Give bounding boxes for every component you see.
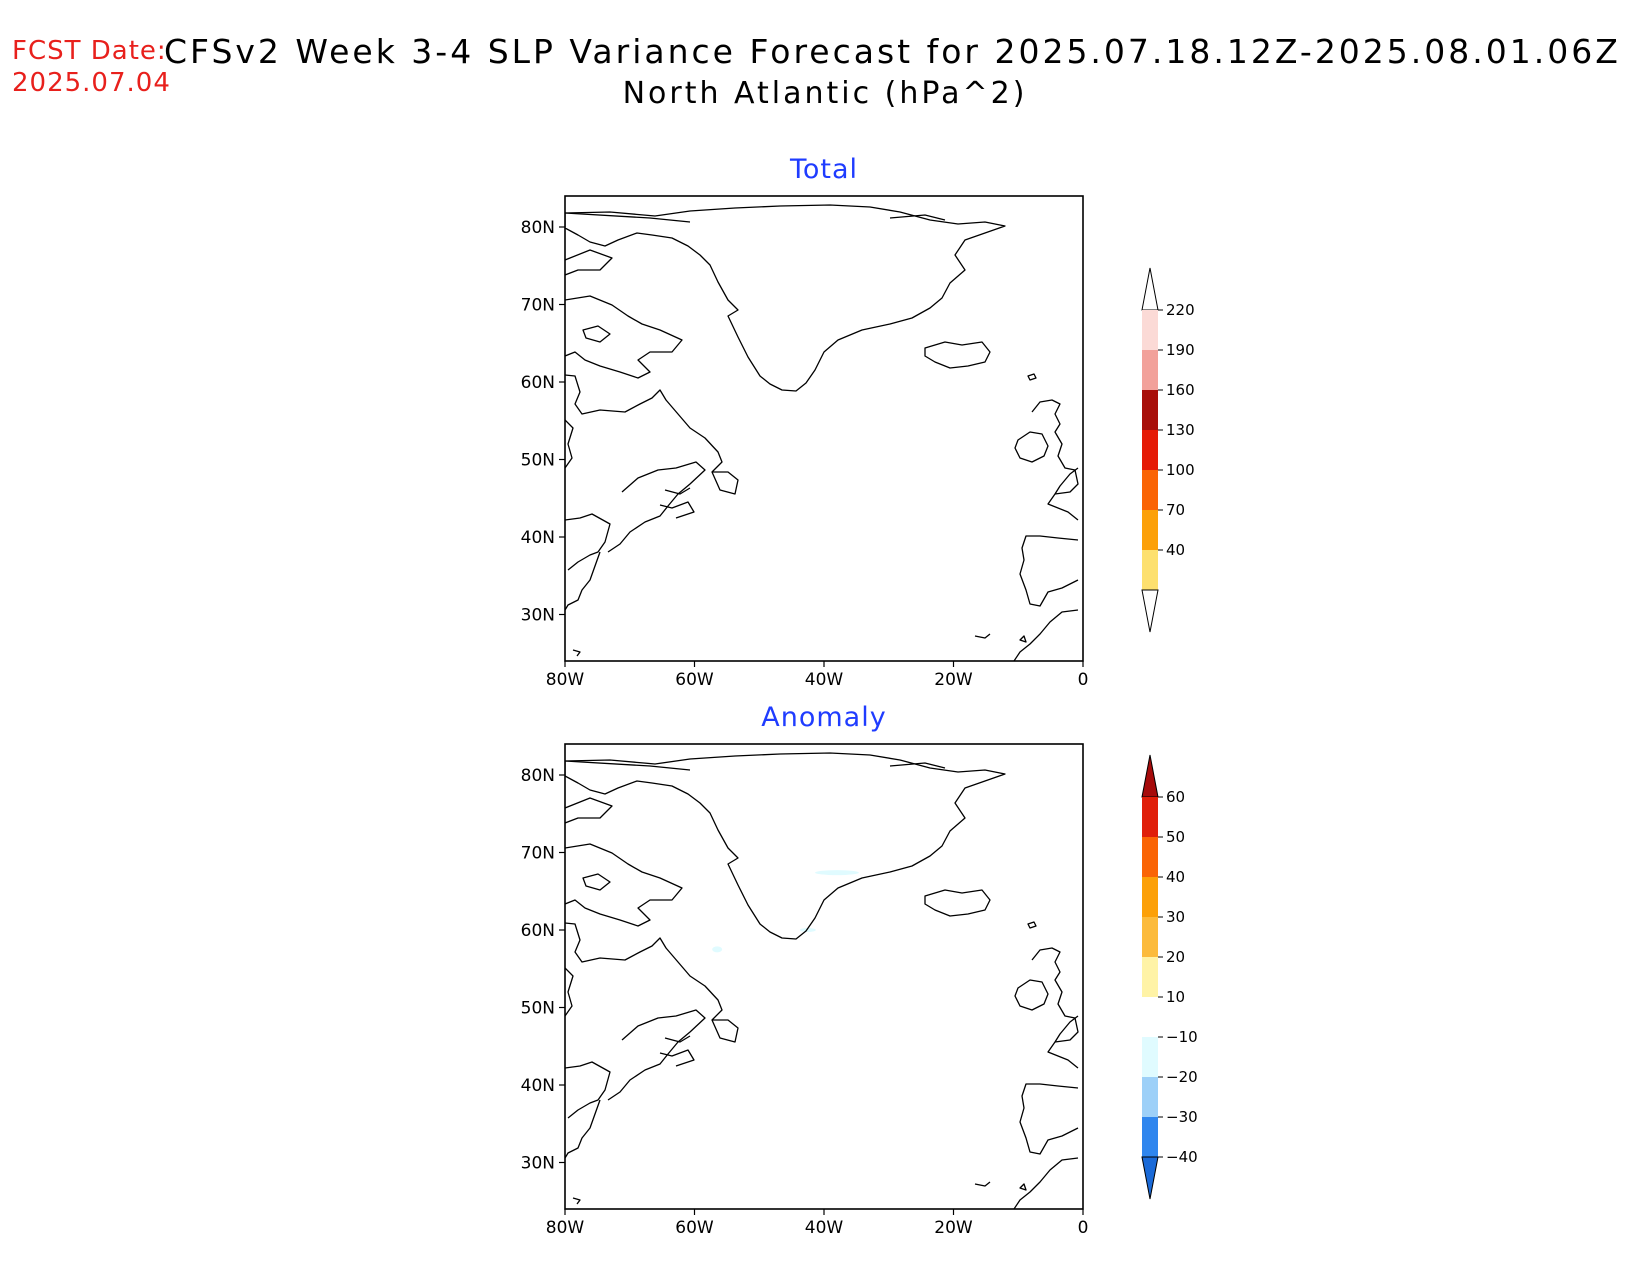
colorbar-tick-label: 40	[1166, 541, 1185, 559]
colorbar-tick-label: 50	[1166, 828, 1185, 846]
lon-tick-label: 0	[1078, 670, 1089, 690]
colorbar-tick-label: 100	[1166, 461, 1195, 479]
colorbar-box	[1142, 837, 1158, 877]
colorbar-tick-label: 30	[1166, 908, 1185, 926]
lon-tick-label: 20W	[934, 1218, 973, 1238]
lon-tick-label: 20W	[934, 670, 973, 690]
colorbar-tick-label: 10	[1166, 988, 1185, 1006]
fcst-date: 2025.07.04	[12, 68, 171, 98]
colorbar-tick-label: −30	[1166, 1108, 1198, 1126]
colorbar-box	[1142, 470, 1158, 510]
colorbar-tick-label: −10	[1166, 1028, 1198, 1046]
figure-title: CFSv2 Week 3-4 SLP Variance Forecast for…	[164, 32, 1621, 71]
colorbar-extend-bottom	[1141, 1156, 1159, 1200]
panel-title: Total	[789, 154, 858, 185]
colorbar-tick-label: 220	[1166, 301, 1195, 319]
anomaly-shading	[814, 870, 859, 876]
colorbar-extend-top	[1141, 267, 1159, 311]
lat-tick-label: 80N	[521, 218, 555, 238]
colorbar-box	[1142, 997, 1158, 1037]
colorbar-box	[1142, 1117, 1158, 1157]
colorbar-tick-label: −40	[1166, 1148, 1198, 1166]
lat-tick-label: 70N	[521, 844, 555, 864]
lon-tick-label: 80W	[546, 670, 585, 690]
colorbar-box	[1142, 390, 1158, 430]
anomaly-shading	[712, 946, 723, 953]
colorbar-box	[1142, 430, 1158, 470]
figure-subtitle: North Atlantic (hPa^2)	[622, 76, 1028, 111]
colorbar: 60 50 40 30 20 10 −10 −20 −30 −40	[1141, 754, 1198, 1200]
map-background	[565, 744, 1083, 1209]
lat-tick-label: 60N	[521, 921, 555, 941]
lat-tick-label: 70N	[521, 296, 555, 316]
colorbar-tick-label: 190	[1166, 341, 1195, 359]
colorbar-extend-top	[1141, 754, 1159, 798]
colorbar-box	[1142, 550, 1158, 590]
lat-tick-label: 40N	[521, 1076, 555, 1096]
colorbar-box	[1142, 1077, 1158, 1117]
colorbar-box	[1142, 797, 1158, 837]
colorbar: 220 190 160 130 100 70 40	[1141, 267, 1195, 633]
lat-tick-label: 30N	[521, 1154, 555, 1174]
colorbar-tick-label: 160	[1166, 381, 1195, 399]
lon-tick-label: 40W	[805, 670, 844, 690]
colorbar-tick-label: 20	[1166, 948, 1185, 966]
colorbar-box	[1142, 1037, 1158, 1077]
lon-tick-label: 80W	[546, 1218, 585, 1238]
colorbar-tick-label: 40	[1166, 868, 1185, 886]
lat-tick-label: 50N	[521, 999, 555, 1019]
panel-anomaly: Anomaly 80W 60W 40W 20W 0 80N 70N 60N 50N 40N 30N 60…	[521, 702, 1198, 1238]
lat-tick-label: 40N	[521, 528, 555, 548]
lat-tick-label: 30N	[521, 606, 555, 626]
lon-tick-label: 0	[1078, 1218, 1089, 1238]
colorbar-box	[1142, 957, 1158, 997]
colorbar-box	[1142, 310, 1158, 350]
panel-title: Anomaly	[761, 702, 886, 733]
lon-tick-label: 60W	[675, 1218, 714, 1238]
fcst-label: FCST Date:	[12, 36, 167, 66]
anomaly-shading	[799, 928, 816, 932]
colorbar-box	[1142, 877, 1158, 917]
colorbar-tick-label: 70	[1166, 501, 1185, 519]
colorbar-box	[1142, 917, 1158, 957]
lon-tick-label: 60W	[675, 670, 714, 690]
lat-tick-label: 50N	[521, 451, 555, 471]
lon-tick-label: 40W	[805, 1218, 844, 1238]
colorbar-tick-label: 60	[1166, 788, 1185, 806]
map-background	[565, 196, 1083, 661]
lat-tick-label: 60N	[521, 373, 555, 393]
lat-tick-label: 80N	[521, 766, 555, 786]
colorbar-extend-bottom	[1141, 589, 1159, 633]
colorbar-tick-label: −20	[1166, 1068, 1198, 1086]
colorbar-box	[1142, 510, 1158, 550]
panel-total: Total 80W 60W 40W 20W 0 80N 70N 60N 50N 40N 30N 220 1…	[521, 154, 1195, 690]
colorbar-box	[1142, 350, 1158, 390]
colorbar-tick-label: 130	[1166, 421, 1195, 439]
